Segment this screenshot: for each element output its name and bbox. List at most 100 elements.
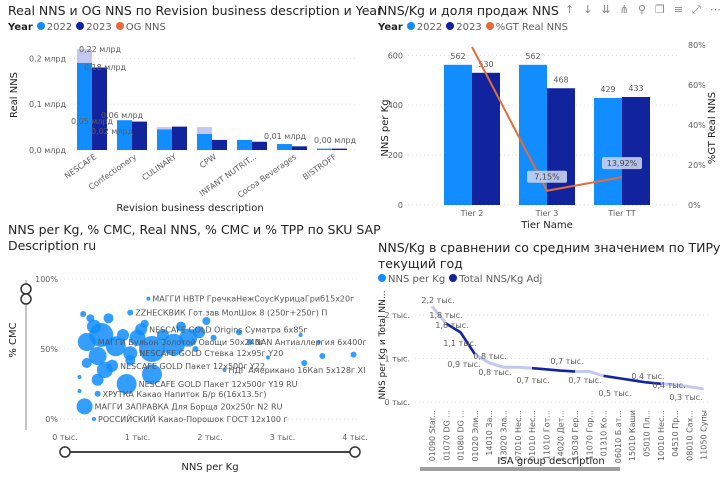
bar-2022 (117, 120, 132, 150)
x-tick-label: 01310 Ко... (600, 410, 609, 456)
arrow-down-icon[interactable]: ↓ (583, 3, 593, 16)
data-label: 1,8 тыс. (429, 311, 462, 320)
point-label: NESCAFE GOLD Origins Суматра 6х85г (149, 325, 308, 334)
scatter-point (91, 373, 104, 386)
y2-tick-label: 40% (688, 121, 706, 130)
legend-title: Year (8, 22, 33, 33)
data-label: 0,18 млрд (84, 63, 127, 72)
legend-2022[interactable]: 2022 (36, 22, 72, 33)
bar-2022 (317, 148, 332, 150)
visual-toolbar: ↑ ↓ ⇊ ⋔ ⚲ ❐ ≡ ⤢ ⋯ (565, 3, 720, 17)
scatter-point (156, 329, 169, 341)
scatter-point (88, 347, 107, 365)
gt-real-nns-line (471, 46, 623, 192)
x-tick-label: 11010 Гот... (542, 410, 551, 460)
x-zoom-slider-handle (59, 446, 71, 458)
hierarchy-icon[interactable]: ⋔ (619, 3, 629, 16)
point-label: NESCAFE GOLD Стевка 12х95г Y20 (139, 349, 283, 358)
chart4-legend: NNS per Kg Total NNS/Kg Adj (378, 274, 542, 285)
copy-icon[interactable]: ❐ (654, 3, 665, 16)
scatter-point (76, 398, 93, 415)
bar-2022 (197, 133, 212, 150)
x-tick-label: 15010 Каши (628, 410, 637, 461)
scatter-point (202, 317, 211, 325)
x-tick-label: 01020 Эли... (471, 410, 480, 462)
point-label: НДГ Американо 16Кап 5х128г XI (229, 366, 366, 375)
data-label: 0,3 тыс. (669, 393, 702, 402)
legend-2023[interactable]: 2023 (446, 22, 482, 33)
point-label: РОССИЙСКИЙ Какао-Порошок ГОСТ 12х100 г (98, 413, 288, 424)
arrow-up-icon[interactable]: ↑ (565, 3, 575, 16)
bar-2023 (472, 72, 500, 205)
scatter-point (92, 417, 96, 421)
horizontal-scrollbar[interactable] (420, 467, 620, 471)
y2-axis-title: %GT Real NNS (707, 92, 718, 164)
chart2-legend: Year 2022 2023 %GT Real NNS (378, 22, 568, 33)
x-tick-label: 11050 Супы (700, 410, 709, 460)
og-nns-bar (157, 127, 172, 130)
scatter-point (266, 355, 270, 360)
bar-2022 (77, 62, 92, 150)
x-tick-label: Tier TT (607, 209, 635, 218)
point-label: NESCAFE GOLD Пакет 12х500г Y22 (120, 362, 265, 371)
x-axis-title: Tier Name (520, 220, 573, 231)
data-label: 7,15% (534, 173, 560, 182)
legend-gt-real-nns[interactable]: %GT Real NNS (485, 22, 568, 33)
bar-2022 (594, 97, 622, 205)
y-axis-title: NNS per Kg (380, 99, 391, 156)
legend-nns-per-kg[interactable]: NNS per Kg (378, 274, 445, 285)
scatter-point (96, 362, 113, 378)
x-tick-label: NESCAFE (63, 152, 98, 181)
scatter-point (77, 389, 82, 393)
scatter-point (127, 309, 134, 316)
chart1-title: Real NNS и OG NNS по Revision business d… (8, 3, 383, 18)
bar-2023 (292, 146, 307, 150)
legend-2023[interactable]: 2023 (76, 22, 112, 33)
scatter-point (117, 329, 129, 341)
data-label: 0,7 тыс. (516, 376, 549, 385)
more-icon[interactable]: ⋯ (709, 3, 720, 16)
scatter-point (103, 313, 114, 324)
scatter-point (86, 314, 95, 323)
scatter-point (146, 296, 151, 301)
total-nns-kg-adj-line (445, 322, 476, 355)
data-label: 0,7 тыс. (550, 357, 583, 366)
y-axis-title: % CMC (8, 322, 19, 357)
y-tick-label: 200 (388, 151, 403, 160)
y-tick-label: 2 тыс. (384, 311, 410, 320)
data-label: 468 (553, 75, 568, 84)
scatter-point (210, 334, 217, 341)
scatter-point (80, 311, 87, 317)
scatter-point (87, 319, 101, 334)
scatter-point (222, 368, 227, 372)
scatter-point (193, 326, 206, 339)
chart4-title-line1: NNS/Kg в сравнении со средним значением … (378, 240, 720, 255)
data-label: 0,01 млрд (264, 132, 307, 141)
legend-og-nns[interactable]: OG NNS (115, 22, 166, 33)
scatter-point (246, 339, 253, 345)
legend-total-nns-kg-adj[interactable]: Total NNS/Kg Adj (449, 274, 542, 285)
data-label-bg (527, 170, 567, 183)
legend-2022[interactable]: 2022 (406, 22, 442, 33)
chart3-title: NNS per Kg, % CMC, Real NNS, % CMC и % T… (8, 222, 381, 254)
og-nns-bar (77, 49, 92, 63)
focus-icon[interactable]: ⤢ (692, 3, 701, 16)
y-tick-label: 0 (398, 201, 403, 210)
point-label: ХРУТКА Какао Напиток Б/р 6(16х13.5г) (103, 390, 267, 399)
y-tick-label: 0% (45, 415, 58, 424)
filter-icon[interactable]: ≡ (673, 3, 684, 16)
data-label: 2,2 тыс. (421, 296, 454, 305)
y-tick-label: 1 тыс. (384, 355, 410, 364)
pin-icon[interactable]: ⚲ (637, 3, 646, 16)
data-label: 0,4 тыс. (652, 381, 685, 390)
y-tick-label: 600 (388, 51, 403, 60)
y-tick-label: 50% (40, 345, 58, 354)
x-tick-label: BISTROFF (301, 152, 338, 182)
point-label: МАГГИ НВТР ГречкаНежСоусКурицаГриб15х20г (152, 295, 354, 304)
total-nns-kg-adj-line (531, 366, 576, 373)
bar-2023 (252, 141, 267, 150)
x-tick-label: 01080 DG ... (457, 410, 466, 461)
y2-tick-label: 80% (688, 41, 706, 50)
double-arrow-down-icon[interactable]: ⇊ (601, 3, 611, 16)
